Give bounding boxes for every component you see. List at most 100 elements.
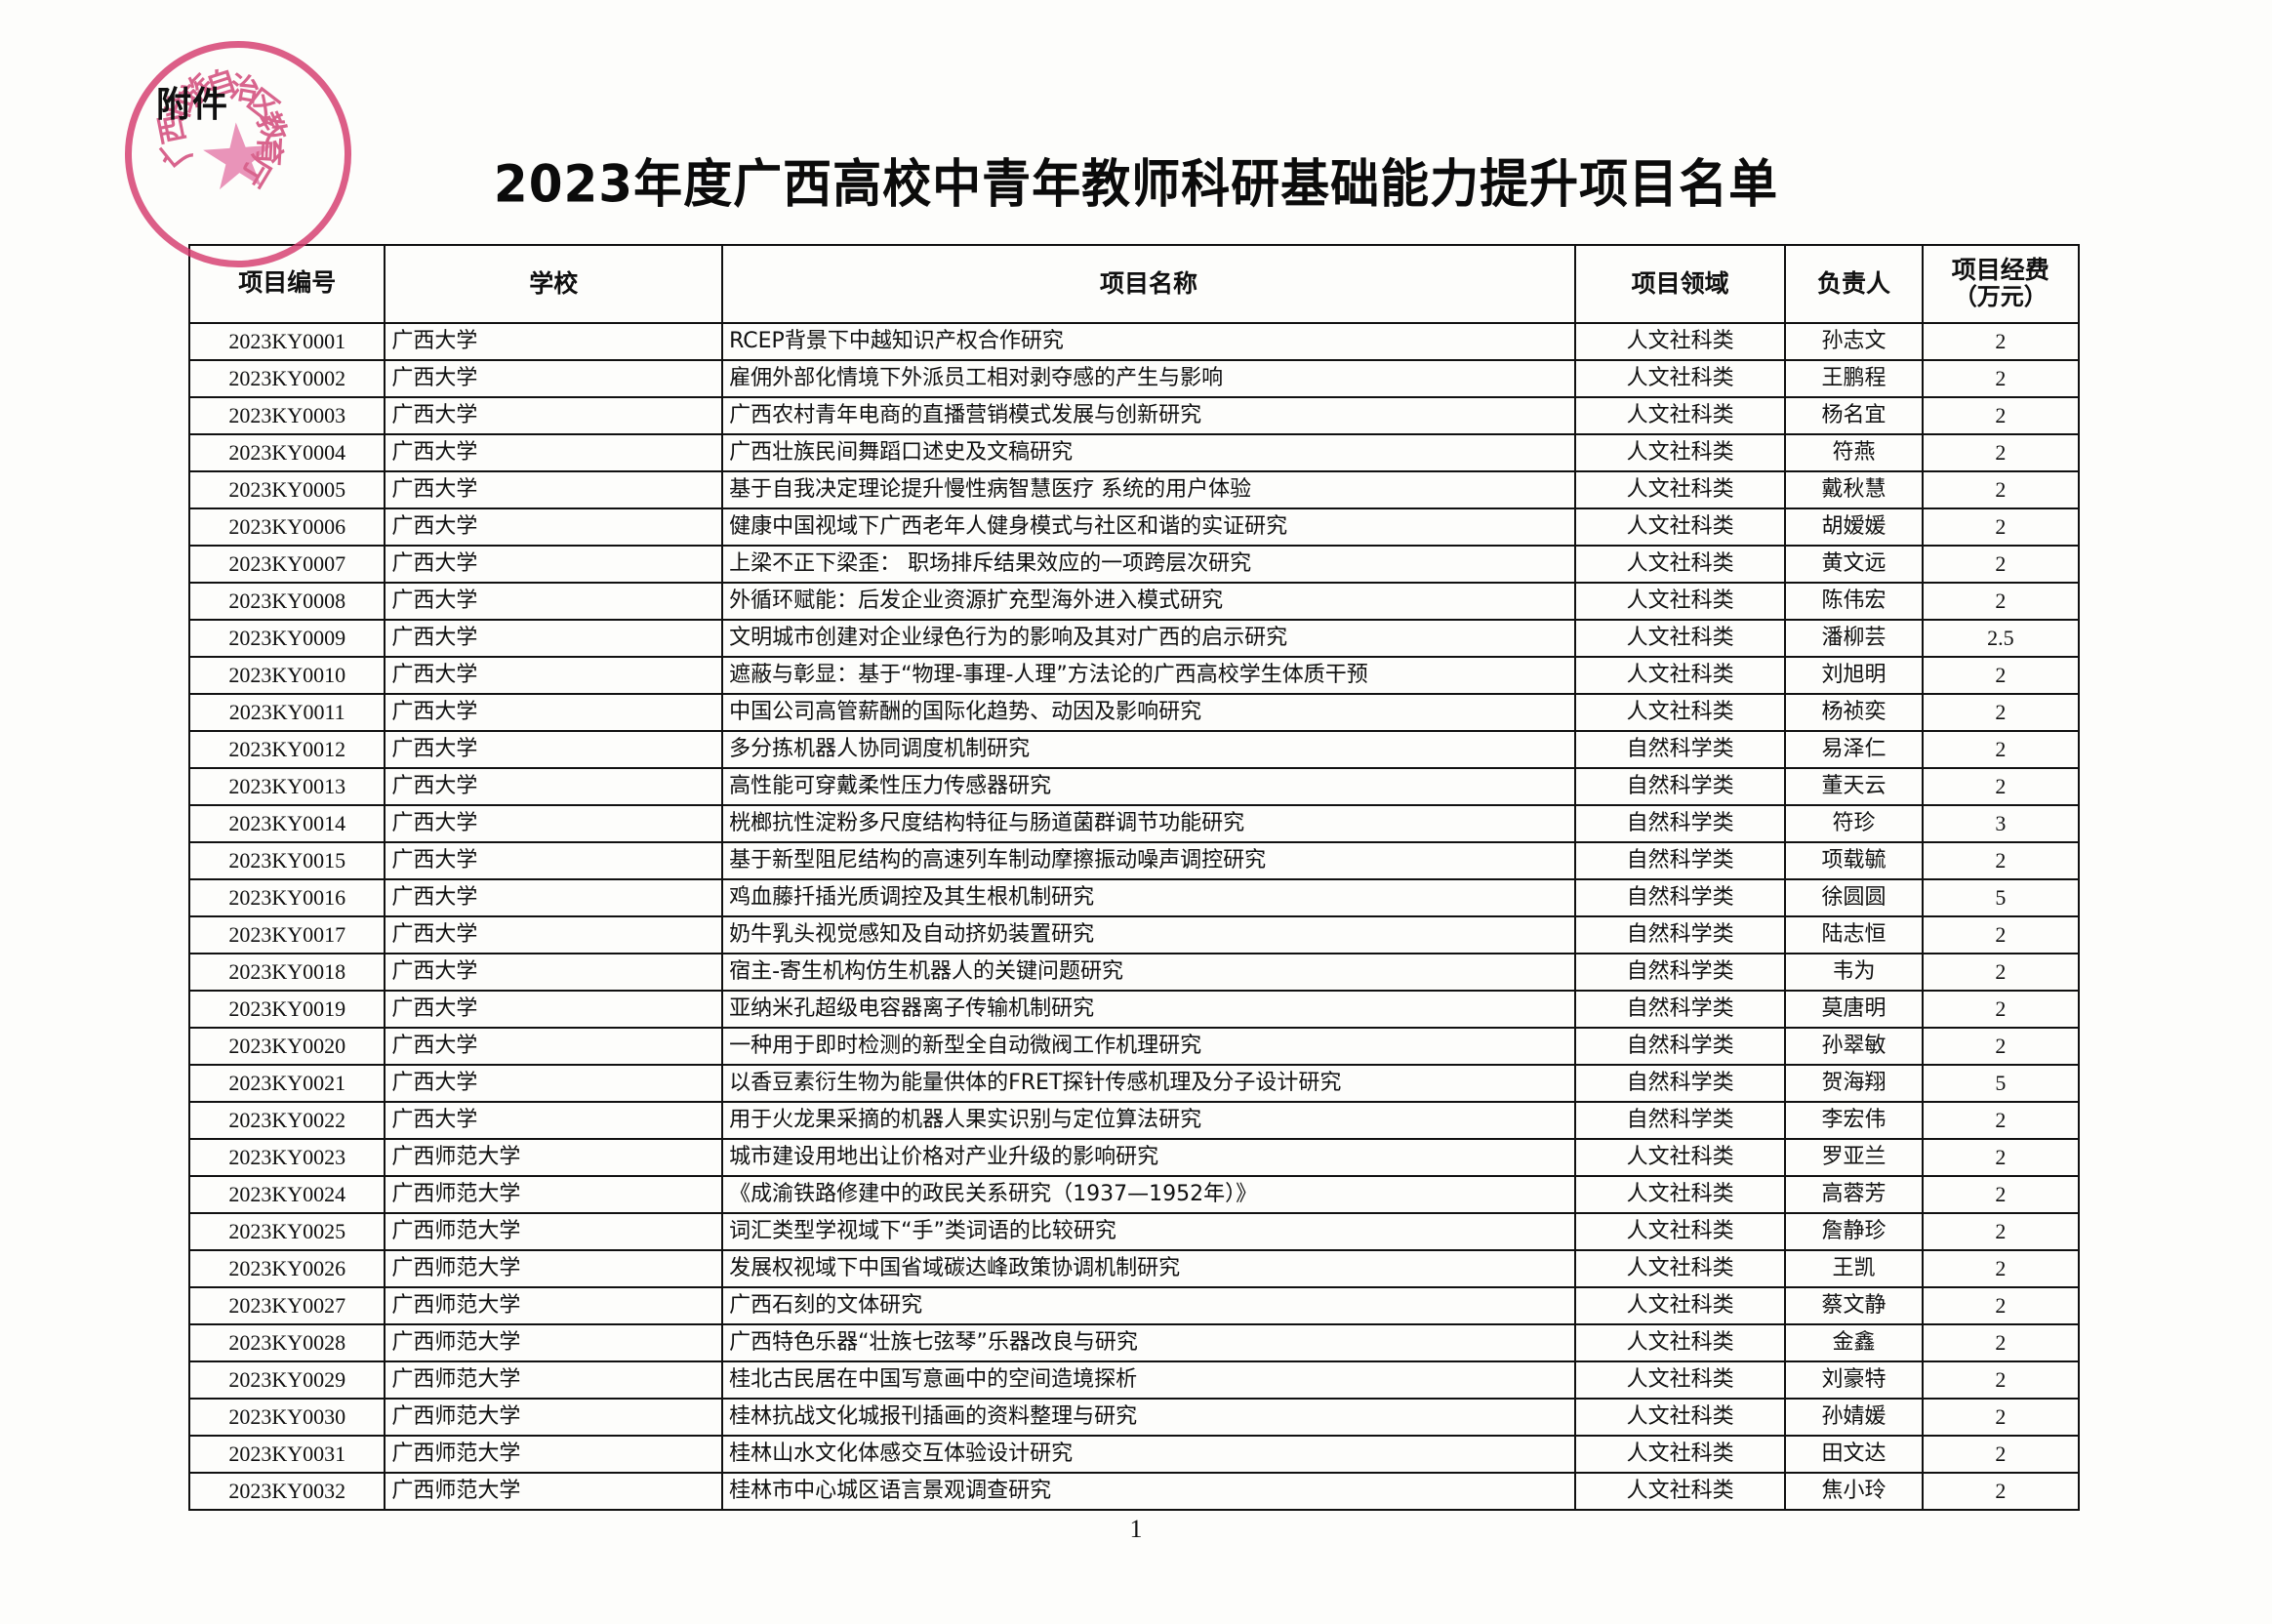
cell-project-name: 以香豆素衍生物为能量供体的FRET探针传感机理及分子设计研究 [721,1064,1576,1103]
cell-funding: 2 [1921,990,2081,1029]
cell-project-name: 多分拣机器人协同调度机制研究 [721,730,1576,769]
cell-field: 人文社科类 [1573,322,1787,361]
cell-funding: 2 [1921,396,2081,435]
table-row: 2023KY0025 广西师范大学 词汇类型学视域下“手”类词语的比较研究 人文社科类… [187,1212,2081,1251]
table-row: 2023KY0020 广西大学 一种用于即时检测的新型全自动微阀工作机理研究 自然科学… [187,1027,2081,1066]
cell-project-id: 2023KY0006 [187,508,386,547]
cell-funding: 2 [1921,730,2081,769]
cell-principal-investigator: 符珍 [1784,804,1924,843]
cell-principal-investigator: 孙婧媛 [1784,1398,1924,1437]
cell-funding: 2 [1921,1360,2081,1400]
cell-principal-investigator: 孙翠敏 [1784,1027,1924,1066]
cell-project-id: 2023KY0031 [187,1435,386,1474]
cell-project-id: 2023KY0028 [187,1323,386,1362]
page-number: 1 [1129,1515,1143,1543]
table-row: 2023KY0002 广西大学 雇佣外部化情境下外派员工相对剥夺感的产生与影响 人文社… [187,359,2081,398]
cell-project-id: 2023KY0004 [187,433,386,472]
cell-field: 人文社科类 [1573,1138,1787,1177]
cell-project-id: 2023KY0008 [187,582,386,621]
cell-school: 广西大学 [384,841,724,880]
cell-project-name: 广西壮族民间舞蹈口述史及文稿研究 [721,433,1576,472]
cell-principal-investigator: 刘豪特 [1784,1360,1924,1400]
cell-school: 广西师范大学 [384,1360,724,1400]
table-row: 2023KY0028 广西师范大学 广西特色乐器“壮族七弦琴”乐器改良与研究 人文社科… [187,1323,2081,1362]
cell-principal-investigator: 李宏伟 [1784,1101,1924,1140]
cell-funding: 2 [1921,470,2081,509]
seal-character: 区 [240,82,285,128]
cell-school: 广西大学 [384,396,724,435]
cell-field: 自然科学类 [1573,990,1787,1029]
cell-school: 广西师范大学 [384,1286,724,1325]
cell-funding: 2 [1921,1435,2081,1474]
table-body: 2023KY0001 广西大学 RCEP背景下中越知识产权合作研究 人文社科类 孙志文 2… [187,322,2081,1511]
cell-project-id: 2023KY0029 [187,1360,386,1400]
cell-field: 自然科学类 [1573,953,1787,992]
cell-school: 广西师范大学 [384,1212,724,1251]
cell-principal-investigator: 杨祯奕 [1784,693,1924,732]
table-header: 项目编号 学校 项目名称 项目领域 负责人 项目经费 （万元） [187,244,2081,324]
cell-principal-investigator: 陈伟宏 [1784,582,1924,621]
seal-character: 治 [226,70,263,109]
cell-field: 自然科学类 [1573,804,1787,843]
table-row: 2023KY0017 广西大学 奶牛乳头视觉感知及自动挤奶装置研究 自然科学类 陆志恒 2 [187,915,2081,954]
cell-funding: 2 [1921,545,2081,584]
cell-field: 人文社科类 [1573,433,1787,472]
column-header-principal-investigator: 负责人 [1784,244,1924,324]
cell-school: 广西大学 [384,1101,724,1140]
cell-project-name: 宿主-寄生机构仿生机器人的关键问题研究 [721,953,1576,992]
cell-principal-investigator: 杨名宜 [1784,396,1924,435]
cell-principal-investigator: 王凯 [1784,1249,1924,1288]
cell-school: 广西大学 [384,730,724,769]
cell-project-id: 2023KY0022 [187,1101,386,1140]
cell-school: 广西师范大学 [384,1472,724,1511]
table-row: 2023KY0005 广西大学 基于自我决定理论提升慢性病智慧医疗 系统的用户体验人… [187,470,2081,509]
cell-field: 人文社科类 [1573,1398,1787,1437]
cell-funding: 2 [1921,1249,2081,1288]
cell-project-name: 桂林山水文化体感交互体验设计研究 [721,1435,1576,1474]
cell-project-name: 桂林抗战文化城报刊插画的资料整理与研究 [721,1398,1576,1437]
cell-funding: 3 [1921,804,2081,843]
cell-funding: 2 [1921,1101,2081,1140]
cell-funding: 2 [1921,915,2081,954]
table-row: 2023KY0016 广西大学 鸡血藤扦插光质调控及其生根机制研究 自然科学类 徐圆圆 5 [187,878,2081,917]
cell-project-name: 发展权视域下中国省域碳达峰政策协调机制研究 [721,1249,1576,1288]
cell-field: 人文社科类 [1573,359,1787,398]
column-header-funding: 项目经费 （万元） [1921,244,2081,324]
cell-field: 人文社科类 [1573,396,1787,435]
cell-project-id: 2023KY0007 [187,545,386,584]
cell-field: 人文社科类 [1573,1323,1787,1362]
cell-project-id: 2023KY0030 [187,1398,386,1437]
cell-project-id: 2023KY0023 [187,1138,386,1177]
table-row: 2023KY0018 广西大学 宿主-寄生机构仿生机器人的关键问题研究 自然科学类 韦为… [187,953,2081,992]
cell-project-name: RCEP背景下中越知识产权合作研究 [721,322,1576,361]
cell-school: 广西大学 [384,1027,724,1066]
cell-field: 自然科学类 [1573,1064,1787,1103]
cell-funding: 2 [1921,1175,2081,1214]
cell-field: 自然科学类 [1573,767,1787,806]
cell-principal-investigator: 焦小玲 [1784,1472,1924,1511]
cell-project-name: 雇佣外部化情境下外派员工相对剥夺感的产生与影响 [721,359,1576,398]
cell-principal-investigator: 高蓉芳 [1784,1175,1924,1214]
cell-principal-investigator: 贺海翔 [1784,1064,1924,1103]
cell-field: 人文社科类 [1573,470,1787,509]
cell-field: 自然科学类 [1573,730,1787,769]
cell-school: 广西大学 [384,915,724,954]
cell-principal-investigator: 黄文远 [1784,545,1924,584]
cell-funding: 2.5 [1921,619,2081,658]
cell-principal-investigator: 王鹏程 [1784,359,1924,398]
page-title: 2023年度广西高校中青年教师科研基础能力提升项目名单 [493,153,1779,214]
cell-principal-investigator: 蔡文静 [1784,1286,1924,1325]
cell-project-id: 2023KY0019 [187,990,386,1029]
cell-project-id: 2023KY0002 [187,359,386,398]
cell-project-id: 2023KY0018 [187,953,386,992]
cell-project-id: 2023KY0032 [187,1472,386,1511]
cell-project-name: 健康中国视域下广西老年人健身模式与社区和谐的实证研究 [721,508,1576,547]
table-row: 2023KY0010 广西大学 遮蔽与彰显：基于“物理-事理-人理”方法论的广西高校… [187,656,2081,695]
cell-field: 人文社科类 [1573,545,1787,584]
cell-project-id: 2023KY0017 [187,915,386,954]
table-row: 2023KY0030 广西师范大学 桂林抗战文化城报刊插画的资料整理与研究 人文社科类… [187,1398,2081,1437]
cell-project-name: 桂北古民居在中国写意画中的空间造境探析 [721,1360,1576,1400]
cell-field: 自然科学类 [1573,878,1787,917]
table-row: 2023KY0013 广西大学 高性能可穿戴柔性压力传感器研究 自然科学类 董天云 2 [187,767,2081,806]
